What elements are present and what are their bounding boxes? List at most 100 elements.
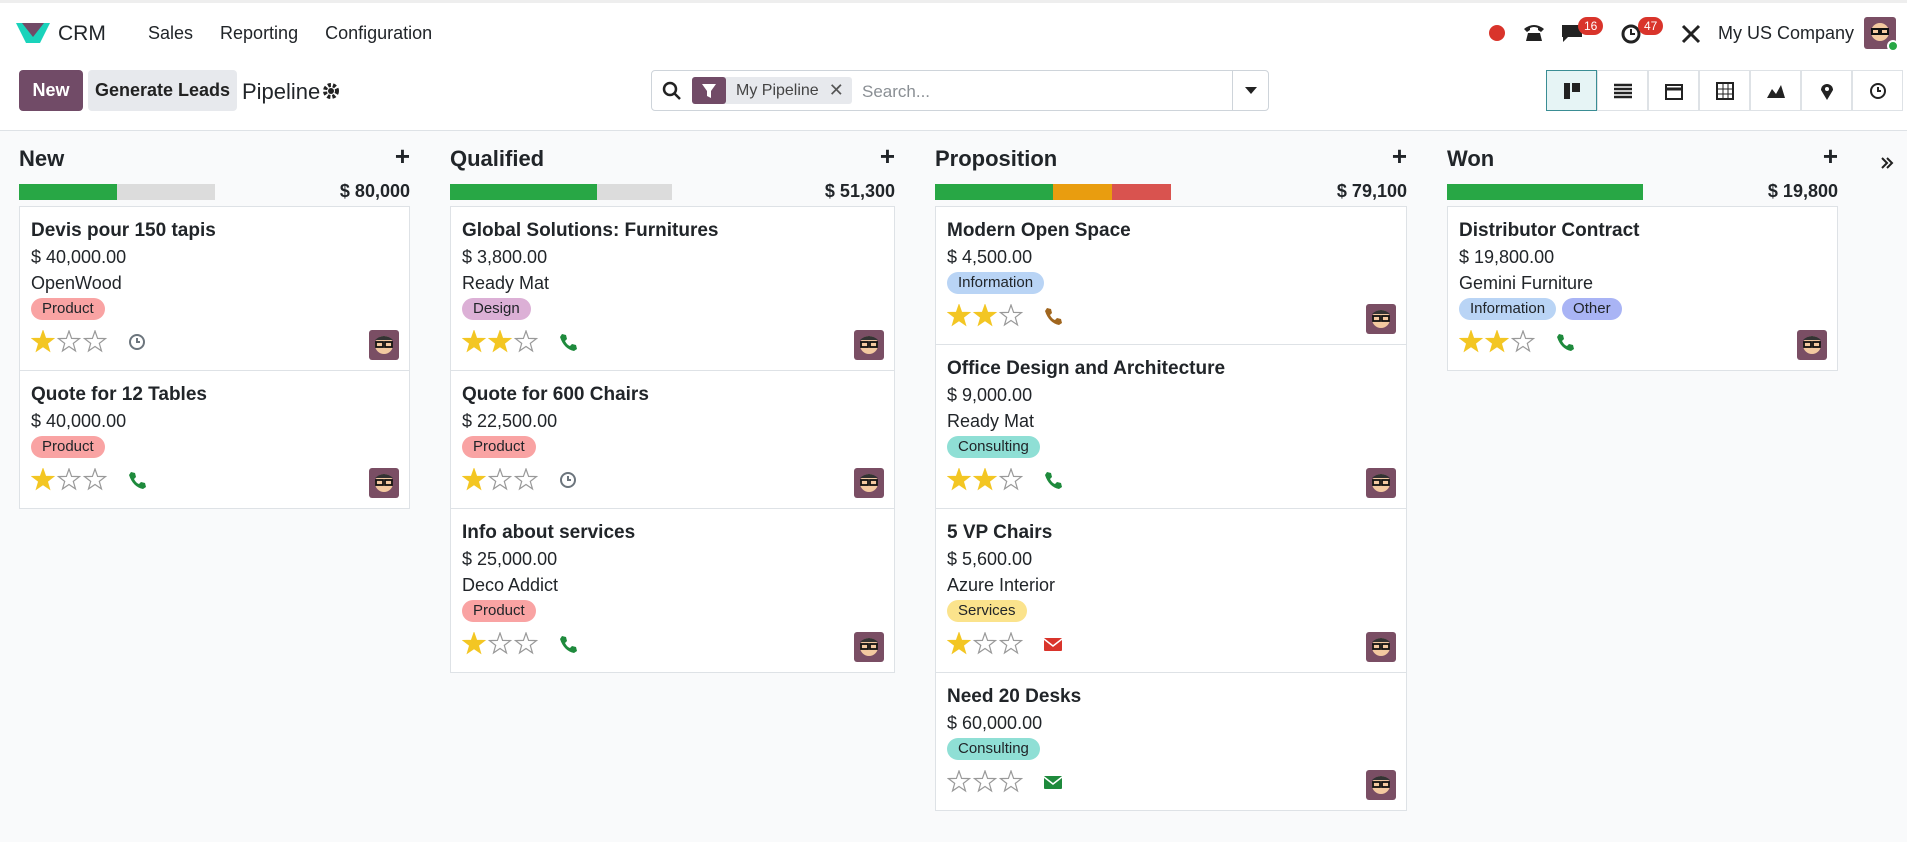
priority-stars[interactable] [1459,330,1543,354]
activity-icon[interactable] [1620,23,1642,45]
tag: Product [462,600,536,622]
column-header: Won + [1447,131,1838,176]
map-view[interactable] [1801,70,1852,111]
activity-phone[interactable] [1555,332,1577,352]
progress-bar[interactable] [450,183,673,200]
column-header: Qualified + [450,131,895,176]
priority-stars[interactable] [947,468,1031,492]
progress-bar[interactable] [1447,183,1643,200]
salesperson-avatar[interactable] [369,330,399,360]
add-card[interactable]: + [1391,141,1407,171]
card-amount: $ 19,800.00 [1459,247,1555,267]
card-footer [947,764,1396,800]
company[interactable]: My US Company [1718,23,1855,43]
salesperson-avatar[interactable] [1366,770,1396,800]
progress-segment[interactable] [1447,183,1643,200]
salesperson-avatar[interactable] [854,468,884,498]
salesperson-avatar[interactable] [854,632,884,662]
new-button[interactable]: New [19,70,83,111]
card-company: Azure Interior [947,575,1056,595]
priority-stars[interactable] [947,304,1031,328]
add-card[interactable]: + [394,141,410,171]
navbar: CRM Sales Reporting Configuration 16 47 My… [0,0,1907,61]
salesperson-avatar[interactable] [369,468,399,498]
salesperson-avatar[interactable] [1366,632,1396,662]
progress-bar[interactable] [935,183,1171,200]
search-toggle[interactable] [1232,71,1268,110]
lead-card[interactable]: Distributor Contract $ 19,800.00 Gemini Fu… [1447,206,1838,371]
search-box[interactable]: My Pipeline ✕ Search... [651,70,1269,111]
facet: My Pipeline ✕ [692,77,852,104]
priority-stars[interactable] [462,330,546,354]
lead-card[interactable]: Modern Open Space $ 4,500.00 Information [935,206,1407,345]
view-switcher [1546,70,1903,111]
progress-segment[interactable] [935,183,1053,200]
activity-phone[interactable] [1043,306,1065,326]
user-avatar[interactable] [1864,17,1898,51]
fold-icon[interactable] [1880,156,1894,170]
logo[interactable] [16,21,50,45]
generate-leads-button[interactable]: Generate Leads [88,70,237,111]
calendar-view[interactable] [1648,70,1699,111]
pivot-view[interactable] [1699,70,1750,111]
progress-segment[interactable] [596,183,673,200]
app-name[interactable]: CRM [58,22,106,45]
priority-stars[interactable] [947,770,1031,794]
salesperson-avatar[interactable] [1797,330,1827,360]
column: Qualified + $ 51,300 Global Solutions: Furn… [450,131,895,811]
tools-icon[interactable] [1680,23,1702,45]
lead-card[interactable]: Quote for 600 Chairs $ 22,500.00 Product [450,370,895,509]
lead-card[interactable]: Info about services $ 25,000.00 Deco Addic… [450,508,895,673]
activity-clock[interactable] [127,332,149,352]
chat-icon[interactable] [1560,23,1584,43]
priority-stars[interactable] [31,330,115,354]
progress-segment[interactable] [1053,183,1112,200]
progress-segment[interactable] [1112,183,1171,200]
activity-phone[interactable] [558,634,580,654]
breadcrumb: Pipeline [242,79,321,104]
progress-segment[interactable] [450,183,597,200]
card-title: Quote for 600 Chairs [462,384,649,405]
card-company: Deco Addict [462,575,559,595]
gear-icon[interactable] [322,82,340,100]
activity-email[interactable] [1043,634,1065,654]
priority-stars[interactable] [462,632,546,656]
list-view[interactable] [1597,70,1648,111]
menu-item[interactable]: Configuration [325,23,433,43]
graph-view[interactable] [1750,70,1801,111]
facet-remove[interactable]: ✕ [828,80,844,100]
lead-card[interactable]: Quote for 12 Tables $ 40,000.00 Product [19,370,410,509]
progress-bar[interactable] [19,183,215,200]
tag: Design [462,298,531,320]
phone-icon[interactable] [1522,21,1546,43]
progress-segment[interactable] [116,183,215,200]
add-card[interactable]: + [879,141,895,171]
salesperson-avatar[interactable] [854,330,884,360]
status-dot[interactable] [1488,24,1506,42]
activity-phone[interactable] [558,332,580,352]
control-panel: New Generate Leads Pipeline My Pipeline … [0,61,1907,131]
lead-card[interactable]: Office Design and Architecture $ 9,000.00… [935,344,1407,509]
lead-card[interactable]: Devis pour 150 tapis $ 40,000.00 OpenWood P… [19,206,410,371]
lead-card[interactable]: 5 VP Chairs $ 5,600.00 Azure Interior Servi… [935,508,1407,673]
search-placeholder[interactable]: Search... [862,82,931,101]
activity-phone[interactable] [1043,470,1065,490]
progress-segment[interactable] [19,183,117,200]
lead-card[interactable]: Global Solutions: Furnitures $ 3,800.00 Re… [450,206,895,371]
kanban-view[interactable] [1546,70,1597,111]
activity-email[interactable] [1043,772,1065,792]
tag: Product [31,436,105,458]
menu-item[interactable]: Reporting [220,23,299,43]
menu-item[interactable]: Sales [148,23,194,43]
add-card[interactable]: + [1822,141,1838,171]
priority-stars[interactable] [947,632,1031,656]
priority-stars[interactable] [31,468,115,492]
lead-card[interactable]: Need 20 Desks $ 60,000.00 Consulting [935,672,1407,811]
card-title: Quote for 12 Tables [31,384,207,405]
salesperson-avatar[interactable] [1366,468,1396,498]
activity-phone[interactable] [127,470,149,490]
salesperson-avatar[interactable] [1366,304,1396,334]
activity-view[interactable] [1852,70,1903,111]
priority-stars[interactable] [462,468,546,492]
activity-clock[interactable] [558,470,580,490]
